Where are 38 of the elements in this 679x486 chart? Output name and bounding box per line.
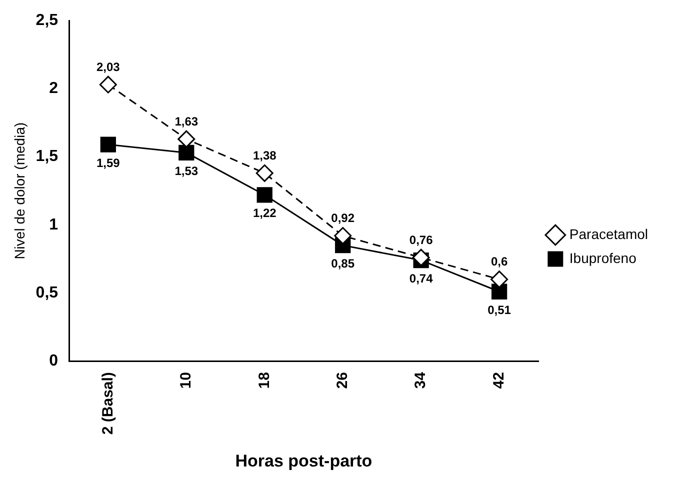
point bbox=[256, 187, 272, 203]
point bbox=[178, 130, 196, 148]
data-label: 1,22 bbox=[252, 206, 277, 220]
x-tick-label: 18 bbox=[256, 372, 273, 389]
legend-label: Paracetamol bbox=[569, 226, 648, 242]
y-tick-label: 1,5 bbox=[36, 148, 58, 166]
y-axis-title: Nivel de dolor (media) bbox=[11, 122, 28, 260]
point bbox=[491, 284, 508, 300]
y-tick-label: 2 bbox=[49, 80, 58, 98]
data-label: 2,03 bbox=[96, 60, 120, 74]
y-tick-label: 1 bbox=[49, 216, 58, 234]
point bbox=[99, 76, 117, 94]
data-label: 1,59 bbox=[96, 156, 120, 170]
legend-label: Ibuprofeno bbox=[569, 250, 637, 266]
y-tick-label: 0 bbox=[49, 352, 58, 370]
data-label: 0,51 bbox=[488, 302, 512, 317]
data-label: 0,92 bbox=[331, 211, 355, 226]
point bbox=[334, 227, 352, 245]
data-label: 1,53 bbox=[174, 164, 198, 178]
data-label: 1,63 bbox=[174, 114, 198, 128]
x-tick-label: 26 bbox=[334, 372, 351, 389]
point bbox=[178, 144, 194, 161]
point bbox=[490, 270, 508, 288]
data-label: 0,76 bbox=[409, 232, 434, 247]
data-label: 0,85 bbox=[331, 256, 355, 271]
x-tick-label: 42 bbox=[490, 372, 508, 389]
x-tick-label: 34 bbox=[412, 371, 430, 389]
x-tick-label: 10 bbox=[178, 372, 195, 389]
data-label: 1,38 bbox=[252, 148, 277, 162]
point bbox=[100, 136, 116, 152]
data-label: 0,74 bbox=[409, 272, 434, 286]
x-tick-label: 2 (Basal) bbox=[99, 372, 116, 435]
data-label: 0,6 bbox=[490, 254, 508, 269]
x-axis-title: Horas post-parto bbox=[235, 451, 372, 470]
point bbox=[412, 248, 430, 266]
y-tick-label: 2,5 bbox=[36, 12, 58, 30]
y-tick-label: 0,5 bbox=[36, 284, 58, 302]
point bbox=[256, 164, 274, 182]
